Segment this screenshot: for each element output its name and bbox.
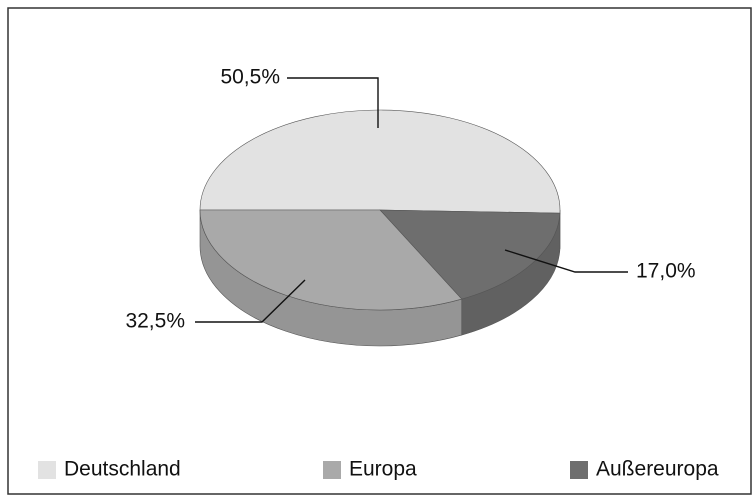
leader-line: [504, 249, 628, 273]
pie-slice: [379, 209, 561, 336]
legend-swatch: [570, 461, 588, 479]
leader-line: [195, 279, 306, 323]
data-label: 17,0%: [636, 260, 696, 283]
pie-slice: [199, 209, 463, 347]
pie-top: [199, 209, 463, 311]
legend-swatch: [323, 461, 341, 479]
data-label: 50,5%: [220, 66, 280, 89]
pie-top: [379, 209, 561, 300]
pie-top: [199, 109, 561, 214]
legend-label: Europa: [349, 458, 417, 481]
legend-label: Deutschland: [64, 458, 181, 481]
data-label: 32,5%: [125, 310, 185, 333]
legend-label: Außereuropa: [596, 458, 719, 481]
legend-swatch: [38, 461, 56, 479]
leader-line: [287, 77, 379, 128]
